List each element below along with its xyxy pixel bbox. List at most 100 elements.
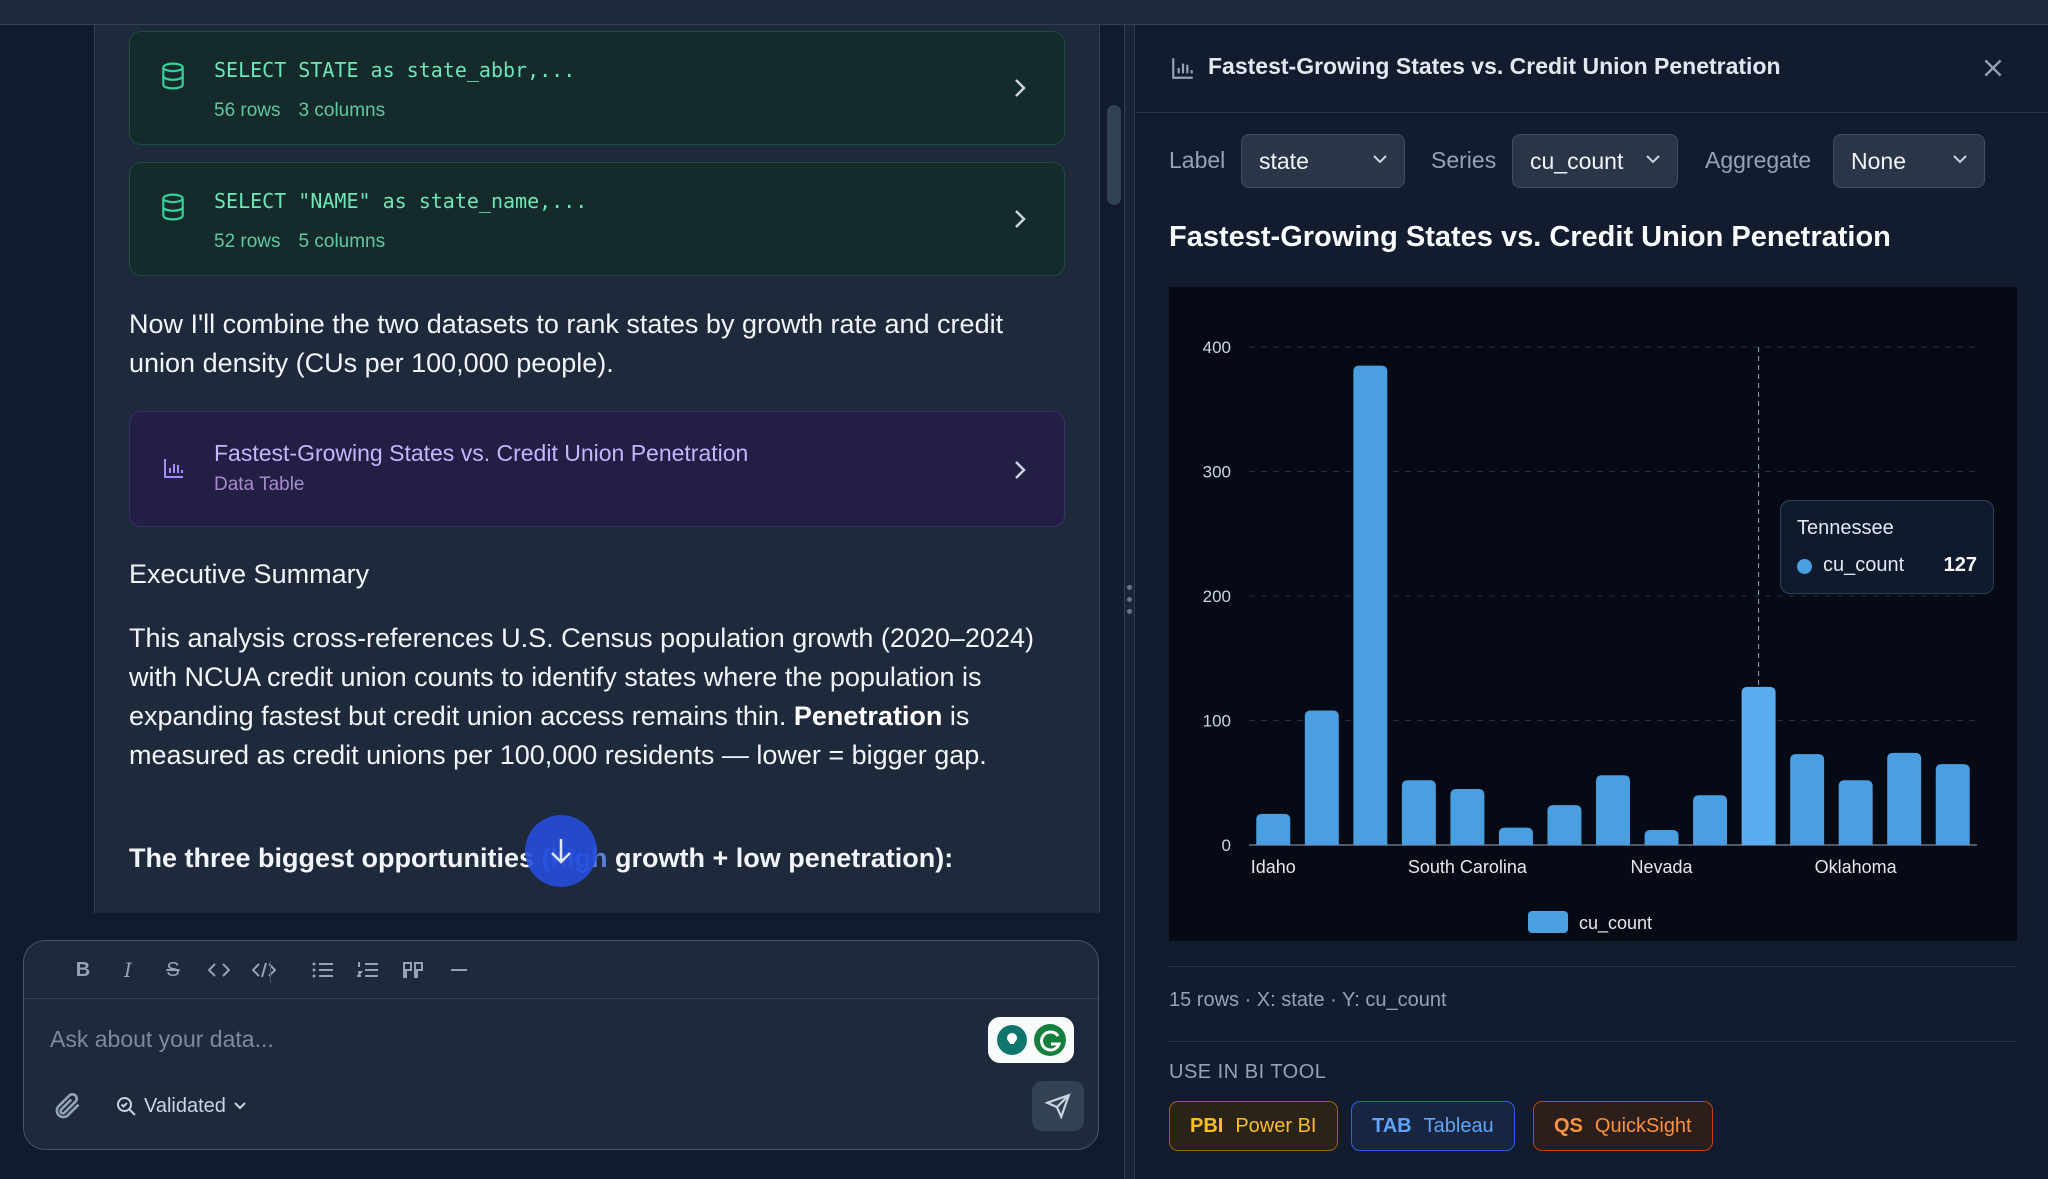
label-select[interactable]: state: [1241, 134, 1405, 188]
chart-card-title: Fastest-Growing States vs. Credit Union …: [214, 440, 749, 466]
chevron-down-icon: [1373, 155, 1387, 164]
chart-bar: [1450, 788, 1485, 845]
toolbar-separator: [270, 961, 271, 983]
section-divider: [1169, 966, 2017, 967]
format-toolbar: B I S: [24, 941, 1098, 999]
y-tick-label: 400: [1203, 338, 1231, 357]
aggregate-select[interactable]: None: [1833, 134, 1985, 188]
tooltip-series-name: cu_count: [1823, 554, 1905, 576]
legend-label: cu_count: [1579, 913, 1652, 934]
message-composer[interactable]: B I S Validated: [23, 940, 1099, 1150]
italic-icon[interactable]: I: [124, 958, 132, 982]
opportunities-heading: The three biggest opportunities (high gr…: [129, 843, 954, 873]
window-top-bar: [0, 0, 2048, 25]
chevron-down-icon: [1953, 155, 1967, 164]
send-button[interactable]: [1032, 1081, 1084, 1131]
bar-chart[interactable]: 0 100 200 300 400 Idaho South Carolina Nevada Ok…: [1169, 287, 2017, 941]
strikethrough-icon[interactable]: S: [166, 958, 180, 981]
result-meta: 52 rows 5 columns: [214, 231, 386, 252]
chart-bar: [1401, 780, 1436, 845]
paperclip-icon[interactable]: [52, 1089, 84, 1123]
chart-bar: [1935, 764, 1970, 845]
chart-bar: [1838, 780, 1873, 845]
power-bi-badge: PBI: [1190, 1114, 1224, 1137]
mode-selector[interactable]: Validated: [116, 1089, 246, 1123]
aggregate-control-label: Aggregate: [1705, 147, 1812, 173]
chart-bar: [1887, 752, 1922, 845]
arrow-down-icon: [551, 839, 571, 864]
inline-code-icon[interactable]: [204, 955, 234, 985]
y-tick-label: 100: [1203, 712, 1231, 731]
panel-header: Fastest-Growing States vs. Credit Union …: [1136, 25, 2048, 113]
chat-scrollbar-thumb[interactable]: [1107, 105, 1121, 205]
close-icon[interactable]: [1980, 55, 2006, 81]
chevron-down-icon: [234, 1102, 246, 1110]
power-bi-button[interactable]: PBI Power BI: [1169, 1101, 1338, 1151]
search-check-icon: [117, 1097, 136, 1116]
mode-label: Validated: [144, 1094, 226, 1117]
series-control-label: Series: [1431, 147, 1497, 173]
quicksight-badge: QS: [1554, 1114, 1583, 1137]
horizontal-rule-icon[interactable]: [444, 955, 474, 985]
chevron-down-icon: [1646, 155, 1660, 164]
bi-tool-label: USE IN BI TOOL: [1169, 1061, 1327, 1083]
result-meta: 56 rows 3 columns: [214, 100, 386, 121]
tableau-button[interactable]: TAB Tableau: [1351, 1101, 1515, 1151]
chevron-right-icon[interactable]: [1012, 458, 1028, 482]
chart-tooltip: Tennessee cu_count 127: [1780, 500, 1994, 594]
section-divider: [1169, 1041, 2017, 1042]
code-block-icon[interactable]: [249, 955, 279, 985]
grammarly-widget[interactable]: [988, 1017, 1074, 1063]
x-tick-label: South Carolina: [1408, 857, 1528, 877]
panel-resize-handle[interactable]: [1124, 25, 1135, 1179]
quicksight-button[interactable]: QS QuickSight: [1533, 1101, 1713, 1151]
sql-query: SELECT STATE as state_abbr,...: [214, 58, 576, 82]
database-icon: [162, 62, 184, 90]
bold-icon[interactable]: B: [75, 958, 91, 981]
bar-chart-icon: [164, 459, 183, 478]
chart-bar: [1256, 813, 1291, 845]
chart-bar: [1790, 754, 1825, 845]
numbered-list-icon[interactable]: [353, 955, 383, 985]
chart-title: Fastest-Growing States vs. Credit Union …: [1169, 221, 1891, 253]
send-icon: [1045, 1093, 1071, 1119]
resize-grip-dot: [1127, 597, 1132, 602]
x-tick-label: Nevada: [1631, 857, 1694, 877]
tooltip-title: Tennessee: [1797, 517, 1894, 539]
quote-icon[interactable]: [398, 955, 428, 985]
legend-swatch: [1528, 911, 1568, 933]
summary-heading: Executive Summary: [129, 559, 370, 589]
tooltip-series-swatch: [1797, 559, 1812, 574]
grammarly-icon: [997, 1024, 1066, 1056]
chevron-right-icon[interactable]: [1012, 207, 1028, 231]
chart-bar: [1741, 686, 1776, 845]
chart-bar: [1693, 795, 1728, 845]
chart-card-subtitle: Data Table: [214, 474, 305, 495]
x-tick-label: Oklahoma: [1815, 857, 1898, 877]
message-input[interactable]: [50, 1021, 990, 1057]
resize-grip-dot: [1127, 609, 1132, 614]
series-select[interactable]: cu_count: [1512, 134, 1678, 188]
bar-chart-icon: [1172, 58, 1193, 79]
database-icon: [162, 193, 184, 221]
sql-result-card-1[interactable]: SELECT STATE as state_abbr,... 56 rows 3 …: [129, 31, 1065, 145]
bullet-list-icon[interactable]: [308, 955, 338, 985]
chevron-right-icon[interactable]: [1012, 76, 1028, 100]
sql-result-card-2[interactable]: SELECT "NAME" as state_name,... 52 rows 5…: [129, 162, 1065, 276]
summary-paragraph: This analysis cross-references U.S. Cens…: [129, 623, 1034, 770]
chart-bar: [1596, 775, 1630, 845]
bar-chart-svg: 0 100 200 300 400 Idaho South Carolina Nevada Ok…: [1203, 338, 1977, 934]
resize-grip-dot: [1127, 585, 1132, 590]
chart-artifact-card[interactable]: Fastest-Growing States vs. Credit Union …: [129, 411, 1065, 527]
chart-bar: [1353, 365, 1388, 845]
chart-panel: Fastest-Growing States vs. Credit Union …: [1136, 25, 2048, 1179]
chart-bar: [1304, 710, 1339, 845]
y-tick-label: 200: [1203, 587, 1231, 606]
chart-bar: [1644, 830, 1679, 845]
chart-bar: [1547, 805, 1582, 845]
assistant-message-text: Now I'll combine the two datasets to ran…: [129, 309, 1004, 378]
scroll-to-bottom-button[interactable]: [525, 815, 597, 887]
x-tick-label: Idaho: [1251, 857, 1296, 877]
chat-messages[interactable]: SELECT STATE as state_abbr,... 56 rows 3 …: [94, 25, 1100, 913]
chart-meta: 15 rows · X: state · Y: cu_count: [1169, 989, 1447, 1011]
